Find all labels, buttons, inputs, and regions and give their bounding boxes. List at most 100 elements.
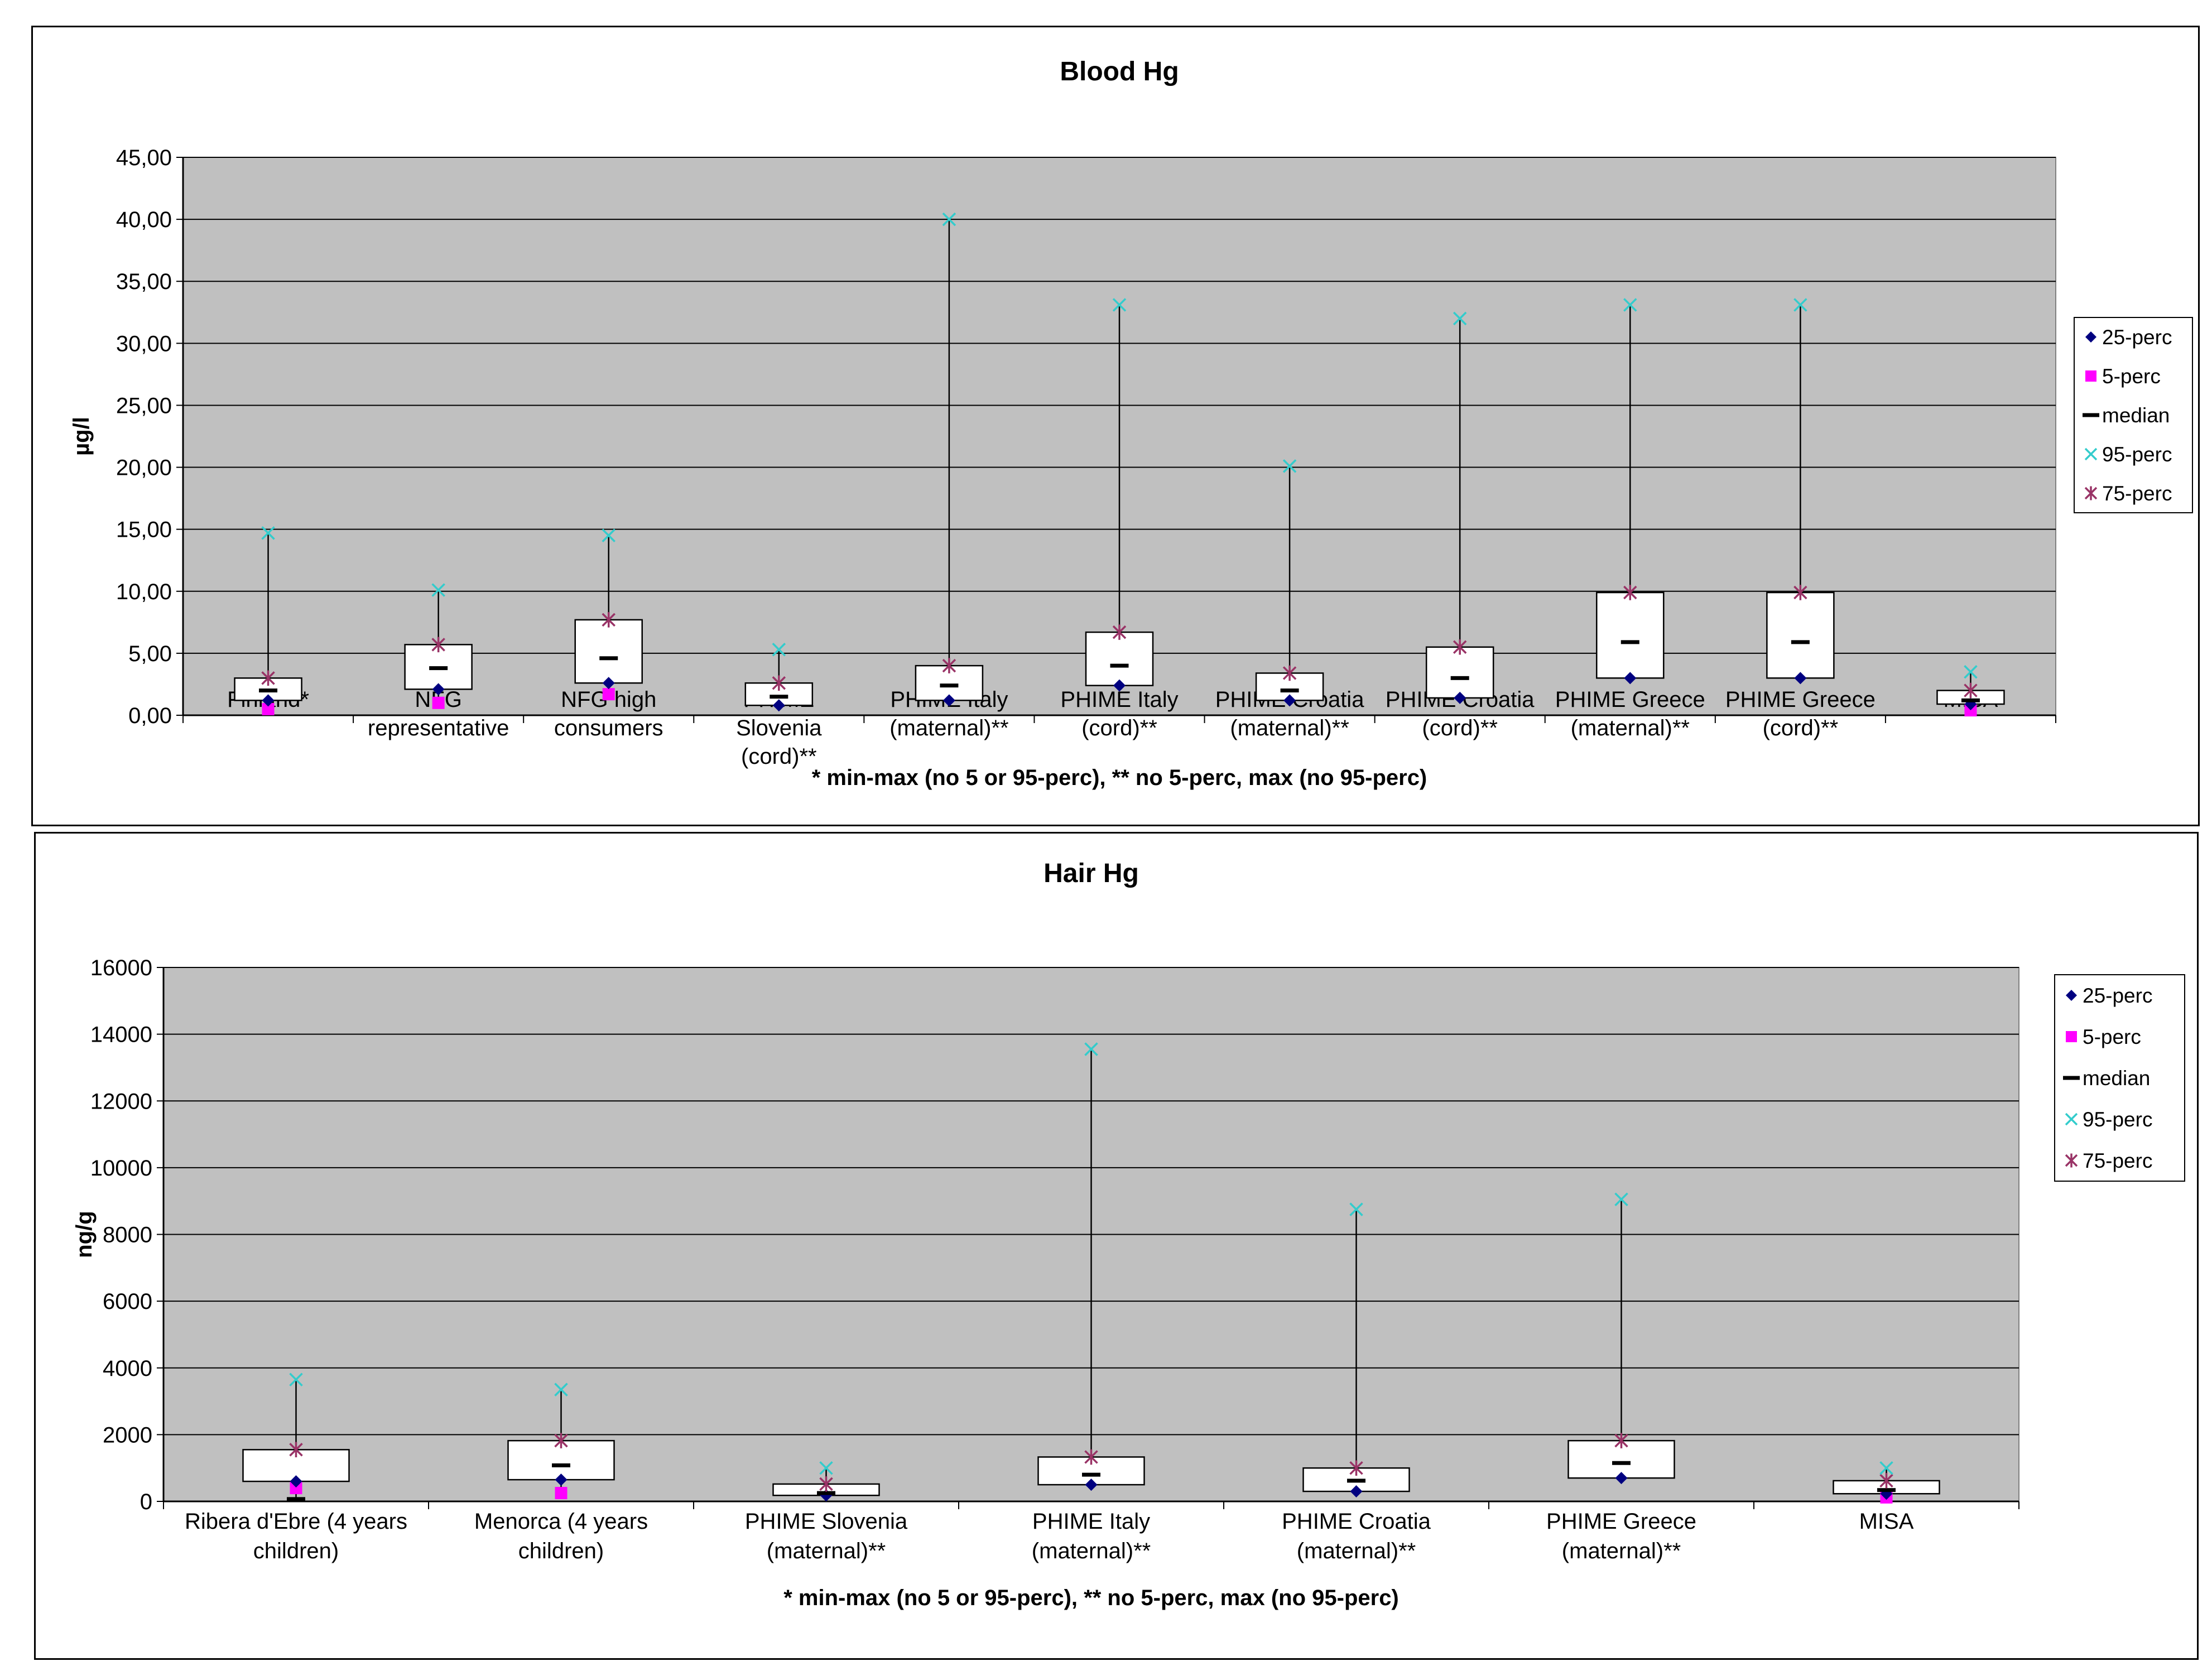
median-marker (429, 666, 448, 671)
x-category-label: PHIME Croatia (maternal)** (1282, 1509, 1431, 1563)
x-category-label: PHIME Italy (cord)** (1060, 687, 1178, 740)
box-plot-group (744, 642, 814, 712)
median-marker (1620, 640, 1639, 644)
95-perc-marker (1623, 298, 1637, 312)
legend-entry: 75-perc (2083, 1149, 2152, 1172)
25-perc-marker (1350, 1485, 1363, 1498)
y-tick-label: 4000 (103, 1356, 152, 1381)
interquartile-box (574, 619, 643, 684)
y-tick-label: 12000 (90, 1089, 152, 1114)
75-perc-marker (1879, 1473, 1893, 1489)
hair-hg-chart-panel: Hair Hg 0 2000 4000 6000 8000 10000 12000 14000 1… (34, 832, 2199, 1660)
y-tick-label: 35,00 (116, 269, 172, 294)
25-perc-marker (290, 1475, 302, 1488)
median-marker (1961, 698, 1980, 702)
75-perc-marker (1964, 682, 1978, 699)
25-perc-marker (555, 1473, 568, 1486)
legend-95-perc-marker (2084, 447, 2098, 461)
legend-75-perc-marker (2084, 486, 2098, 500)
95-perc-marker (289, 1373, 303, 1386)
y-tick-label: 40,00 (116, 208, 172, 232)
box-plot-group (1255, 459, 1324, 707)
box-plot-group (404, 583, 473, 709)
y-tick-label: 6000 (103, 1289, 152, 1314)
chart-title: Blood Hg (1060, 57, 1179, 86)
interquartile-box (1766, 591, 1835, 679)
median-marker (599, 656, 618, 661)
hair-hg-chart: Hair Hg 0 2000 4000 6000 8000 10000 12000 14000 1… (72, 859, 2185, 1610)
median-marker (1791, 640, 1810, 644)
x-category-label: PHIME Slovenia (maternal)** (745, 1509, 908, 1563)
legend-entry: median (2102, 404, 2170, 427)
chart-title: Hair Hg (1044, 859, 1139, 888)
75-perc-marker (1084, 1449, 1098, 1465)
95-perc-marker (942, 212, 956, 227)
legend-75-perc-marker (2065, 1153, 2078, 1168)
25-perc-marker (1624, 672, 1637, 685)
75-perc-marker (1453, 639, 1467, 655)
75-perc-marker (431, 637, 445, 653)
median-marker (1612, 1461, 1631, 1465)
median-marker (1280, 688, 1299, 693)
25-perc-marker (1454, 691, 1466, 704)
25-perc-marker (1085, 1479, 1098, 1491)
box-plot-group (1596, 298, 1665, 685)
y-tick-label: 16000 (90, 956, 152, 980)
5-perc-marker (290, 1482, 302, 1495)
median-marker (287, 1497, 305, 1501)
y-tick-label: 30,00 (116, 331, 172, 356)
box-plot-group (1567, 1192, 1675, 1485)
x-category-label: PHIME Croatia (maternal)** (1215, 687, 1364, 740)
y-tick-label: 0 (140, 1490, 152, 1514)
75-perc-marker (602, 612, 615, 628)
legend-entry: 95-perc (2102, 443, 2172, 466)
y-tick-label: 2000 (103, 1423, 152, 1447)
median-marker (1450, 676, 1469, 680)
box-plot-group (915, 212, 984, 707)
x-category-label: MISA (1859, 1509, 1914, 1534)
95-perc-marker (1879, 1461, 1893, 1475)
25-perc-marker (262, 694, 275, 707)
95-perc-marker (1964, 664, 1978, 679)
y-axis-label: µg/l (69, 417, 94, 456)
legend-entry: 25-perc (2102, 326, 2172, 349)
25-perc-marker (942, 694, 955, 707)
y-tick-label: 14000 (90, 1023, 152, 1047)
box-plot-group (1037, 1042, 1145, 1491)
legend-median-marker (2083, 413, 2099, 417)
x-category-label: Menorca (4 years children) (474, 1509, 648, 1563)
chart-footnote: * min-max (no 5 or 95-perc), ** no 5-per… (783, 1586, 1399, 1610)
75-perc-marker (289, 1442, 303, 1458)
5-perc-marker (555, 1487, 568, 1500)
legend-5-perc-marker (2085, 370, 2096, 382)
box-plot-group (507, 1383, 615, 1500)
legend-5-perc-marker (2066, 1031, 2077, 1042)
5-perc-marker (602, 688, 615, 701)
median-marker (259, 688, 278, 693)
median-marker (552, 1463, 570, 1467)
interquartile-box (1085, 631, 1154, 686)
95-perc-marker (1084, 1042, 1098, 1056)
x-category-label: PHIME Greece (maternal)** (1555, 687, 1705, 740)
95-perc-marker (1112, 298, 1127, 312)
25-perc-marker (1113, 679, 1126, 692)
median-marker (770, 695, 788, 699)
x-category-label: PHIME Greece (maternal)** (1546, 1509, 1696, 1563)
75-perc-marker (772, 675, 786, 691)
y-tick-label: 5,00 (128, 642, 172, 666)
75-perc-marker (1112, 624, 1127, 640)
legend-entry: 75-perc (2102, 482, 2172, 505)
25-perc-marker (1615, 1472, 1628, 1485)
box-plot-group (1936, 664, 2005, 717)
95-perc-marker (261, 526, 275, 540)
y-axis-label: ng/g (72, 1211, 97, 1258)
75-perc-marker (1349, 1460, 1363, 1476)
blood-hg-chart-panel: Blood Hg 0,00 5,00 10,00 15,00 20,00 25,00 30,0… (31, 26, 2200, 826)
95-perc-marker (1282, 459, 1297, 473)
box-plot-group (242, 1373, 350, 1501)
y-tick-label: 0,00 (128, 704, 172, 728)
blood-hg-chart: Blood Hg 0,00 5,00 10,00 15,00 20,00 25,00 30,0… (69, 57, 2193, 790)
y-tick-label: 10,00 (116, 580, 172, 604)
95-perc-marker (431, 583, 445, 597)
median-marker (1877, 1488, 1896, 1492)
